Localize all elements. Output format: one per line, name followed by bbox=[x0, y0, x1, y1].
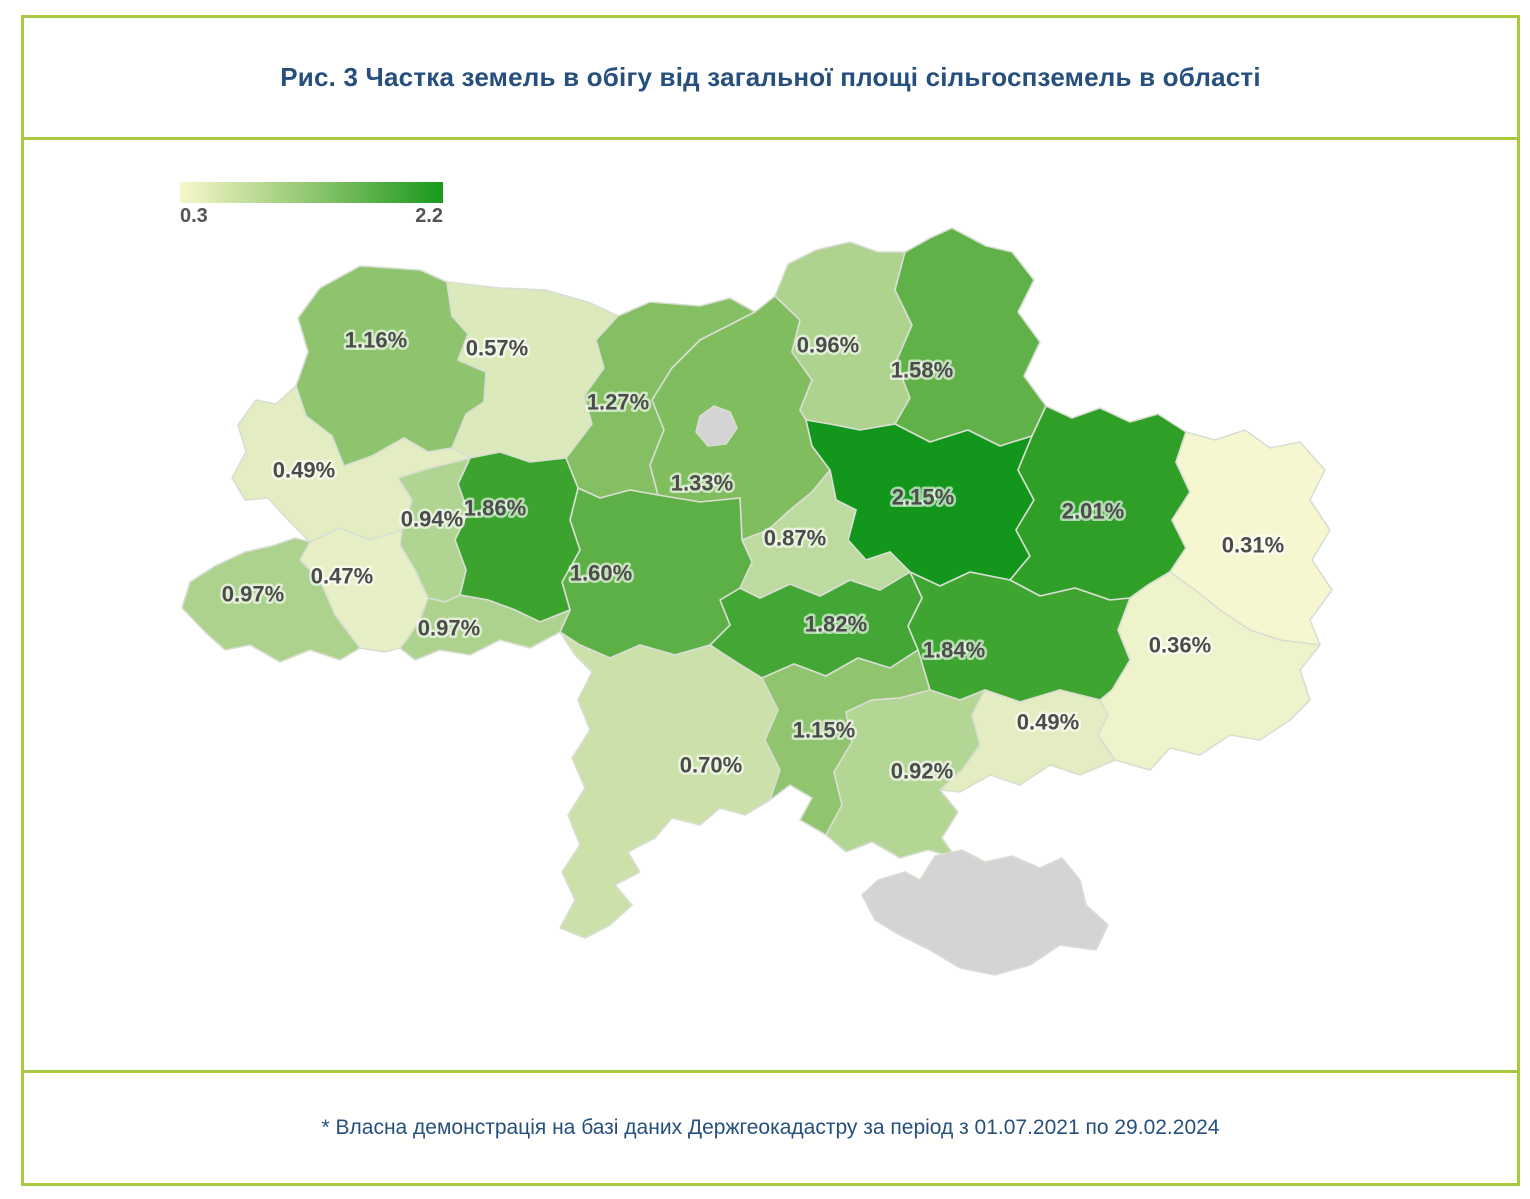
color-scale-legend: 0.3 2.2 bbox=[180, 182, 443, 227]
region-zakarpattia bbox=[181, 537, 361, 663]
region-label-layer: 1.16% 0.57% 1.27% 1.33% 0.96% 1.58% 2.15% 2.01%… bbox=[219, 325, 1286, 786]
region-value-chernihiv: 0.96% bbox=[797, 333, 859, 358]
region-value-ivano-frankivsk: 0.47% bbox=[311, 564, 373, 589]
region-value-kyiv: 1.33% bbox=[671, 471, 733, 496]
region-value-kirovohrad: 1.82% bbox=[805, 612, 867, 637]
region-sumy bbox=[894, 227, 1047, 447]
region-kyiv-city bbox=[695, 405, 738, 447]
region-value-sumy: 1.58% bbox=[891, 358, 953, 383]
footnote-text: * Власна демонстрація на базі даних Держ… bbox=[321, 1116, 1220, 1139]
region-value-zakarpattia: 0.97% bbox=[222, 582, 284, 607]
region-value-rivne: 0.57% bbox=[466, 336, 528, 361]
region-odesa bbox=[559, 631, 781, 939]
legend-max-label: 2.2 bbox=[415, 205, 443, 227]
region-layer bbox=[181, 227, 1333, 976]
region-luhansk bbox=[1169, 429, 1333, 646]
region-value-zhytomyr: 1.27% bbox=[587, 390, 649, 415]
region-value-zaporizhzhia: 0.49% bbox=[1017, 710, 1079, 735]
region-value-luhansk: 0.31% bbox=[1222, 533, 1284, 558]
region-cherkasy bbox=[739, 469, 911, 599]
region-khmelnytskyi bbox=[454, 451, 581, 623]
region-value-dnipro: 1.84% bbox=[923, 638, 985, 663]
figure-title: Рис. 3 Частка земель в обігу від загальн… bbox=[280, 62, 1261, 92]
region-value-volyn: 1.16% bbox=[345, 328, 407, 353]
region-value-khmelnytskyi: 1.86% bbox=[464, 496, 526, 521]
region-value-kharkiv: 2.01% bbox=[1062, 499, 1124, 524]
footer-band: * Власна демонстрація на базі даних Держ… bbox=[24, 1070, 1517, 1183]
region-crimea bbox=[861, 849, 1109, 976]
region-zaporizhzhia bbox=[939, 689, 1116, 793]
legend-gradient-bar bbox=[180, 182, 443, 203]
region-value-cherkasy: 0.87% bbox=[764, 526, 826, 551]
region-value-lviv: 0.49% bbox=[273, 458, 335, 483]
region-value-vinnytsia: 1.60% bbox=[570, 561, 632, 586]
region-value-mykolaiv: 1.15% bbox=[793, 718, 855, 743]
title-band: Рис. 3 Частка земель в обігу від загальн… bbox=[24, 18, 1517, 140]
region-value-poltava: 2.15% bbox=[892, 485, 954, 510]
region-chernivtsi bbox=[399, 594, 571, 661]
region-value-donetsk: 0.36% bbox=[1149, 633, 1211, 658]
legend-min-label: 0.3 bbox=[180, 205, 208, 227]
region-value-odesa: 0.70% bbox=[680, 753, 742, 778]
region-value-chernivtsi: 0.97% bbox=[418, 616, 480, 641]
region-value-kherson: 0.92% bbox=[891, 759, 953, 784]
region-value-ternopil: 0.94% bbox=[401, 507, 463, 532]
legend-labels: 0.3 2.2 bbox=[180, 205, 443, 227]
